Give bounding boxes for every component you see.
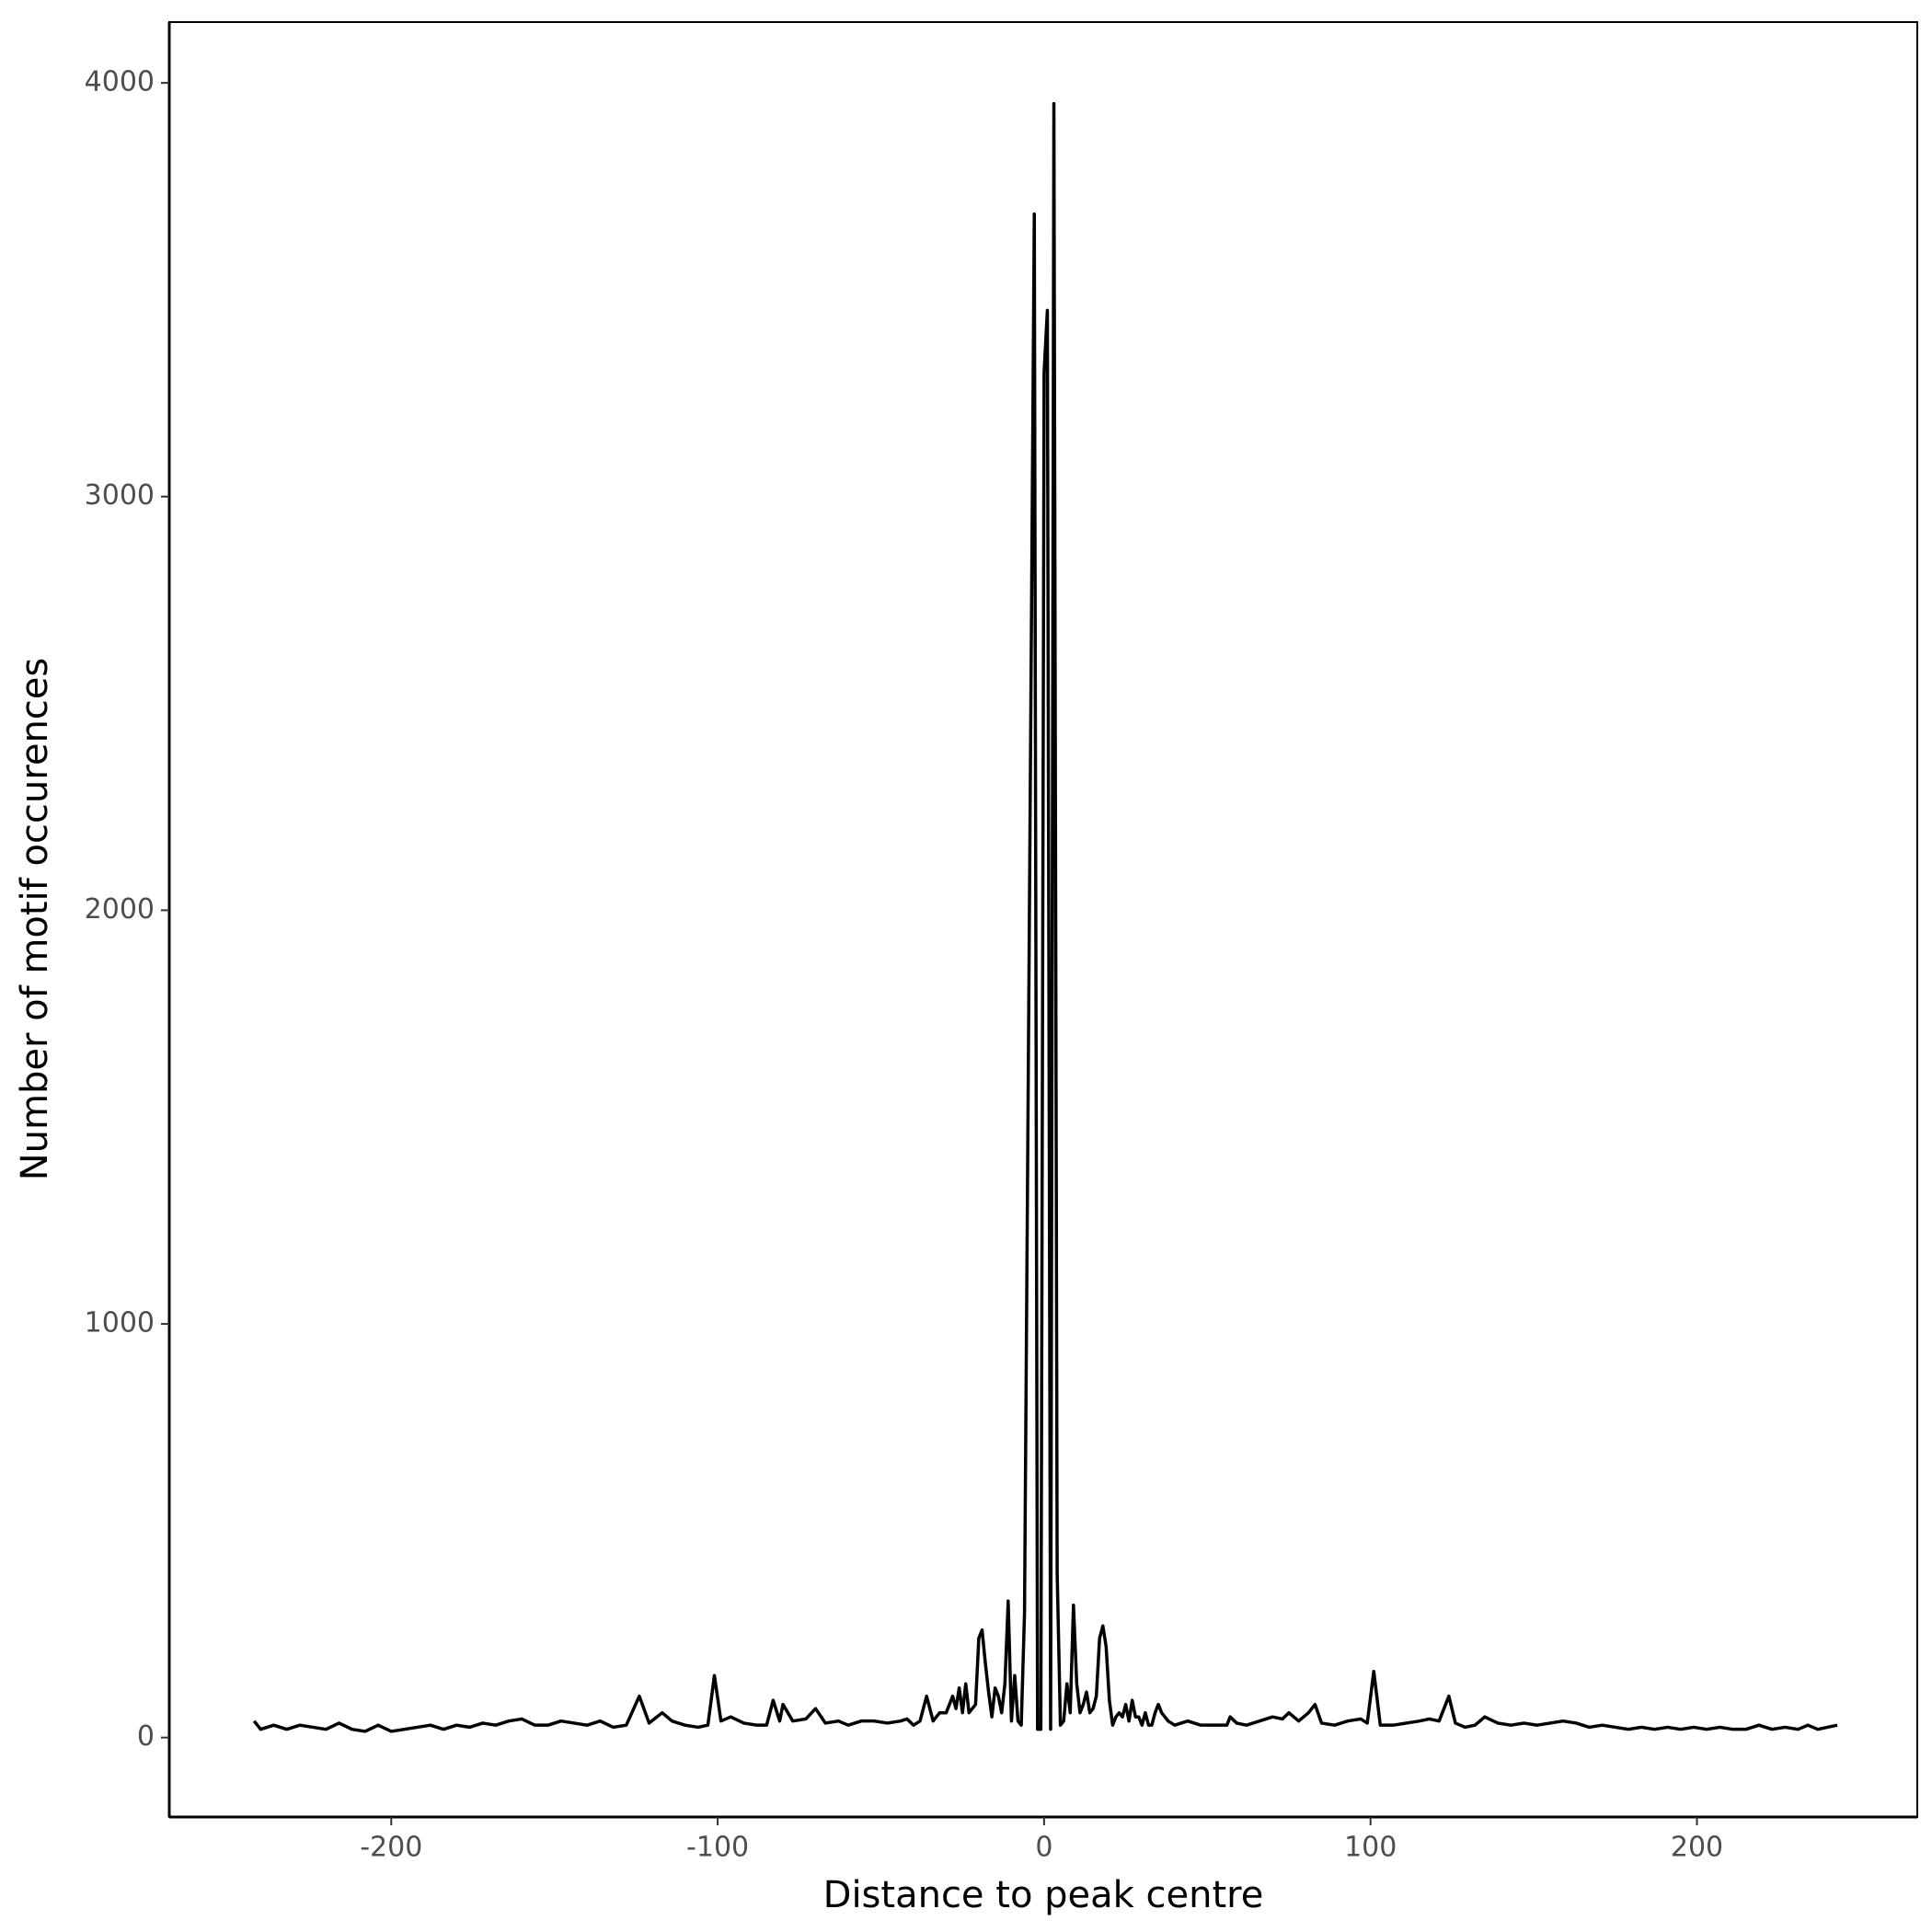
y-tick-label: 2000 xyxy=(85,893,155,926)
y-tick-label: 1000 xyxy=(85,1307,155,1340)
y-tick-label: 0 xyxy=(137,1720,155,1753)
y-tick-label: 4000 xyxy=(85,66,155,98)
x-axis-title: Distance to peak centre xyxy=(823,1874,1264,1916)
x-tick-label: 100 xyxy=(1344,1832,1397,1864)
x-tick-label: -100 xyxy=(686,1832,749,1864)
x-tick-label: 200 xyxy=(1671,1832,1723,1864)
x-tick-label: 0 xyxy=(1035,1832,1052,1864)
y-tick-label: 3000 xyxy=(85,479,155,512)
y-axis-title: Number of motif occurences xyxy=(14,658,56,1180)
x-tick-label: -200 xyxy=(360,1832,422,1864)
line xyxy=(252,101,1838,1733)
